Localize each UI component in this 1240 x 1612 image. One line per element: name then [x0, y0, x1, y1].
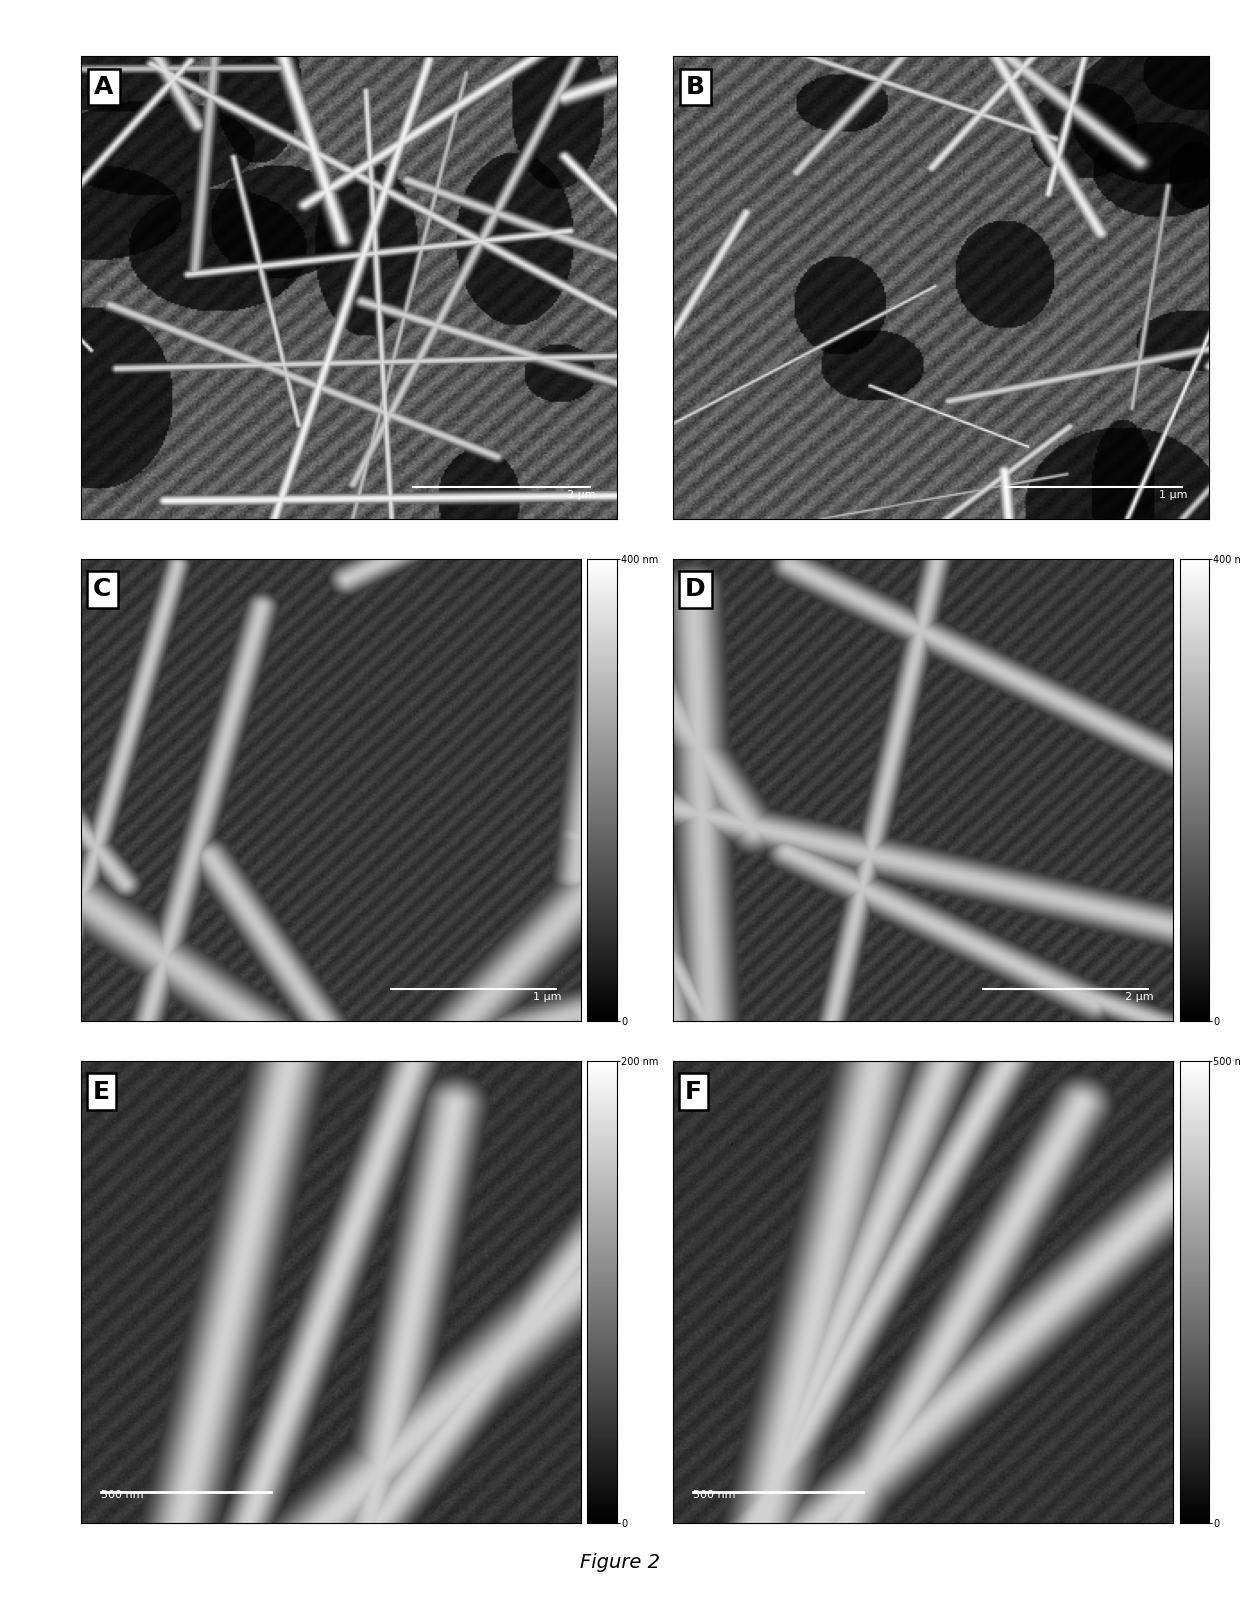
Text: 1 μm: 1 μm	[533, 993, 562, 1003]
Text: 500 nm: 500 nm	[693, 1489, 735, 1501]
Text: A: A	[94, 74, 113, 98]
Text: Figure 2: Figure 2	[580, 1552, 660, 1572]
Text: B: B	[686, 74, 706, 98]
Text: C: C	[93, 577, 112, 601]
Text: E: E	[93, 1080, 110, 1104]
Text: 2 μm: 2 μm	[1125, 993, 1153, 1003]
Text: 500 nm: 500 nm	[100, 1489, 143, 1501]
Text: 1 μm: 1 μm	[1159, 490, 1188, 500]
Text: D: D	[686, 577, 706, 601]
Text: F: F	[686, 1080, 702, 1104]
Text: 2 μm: 2 μm	[567, 490, 595, 500]
